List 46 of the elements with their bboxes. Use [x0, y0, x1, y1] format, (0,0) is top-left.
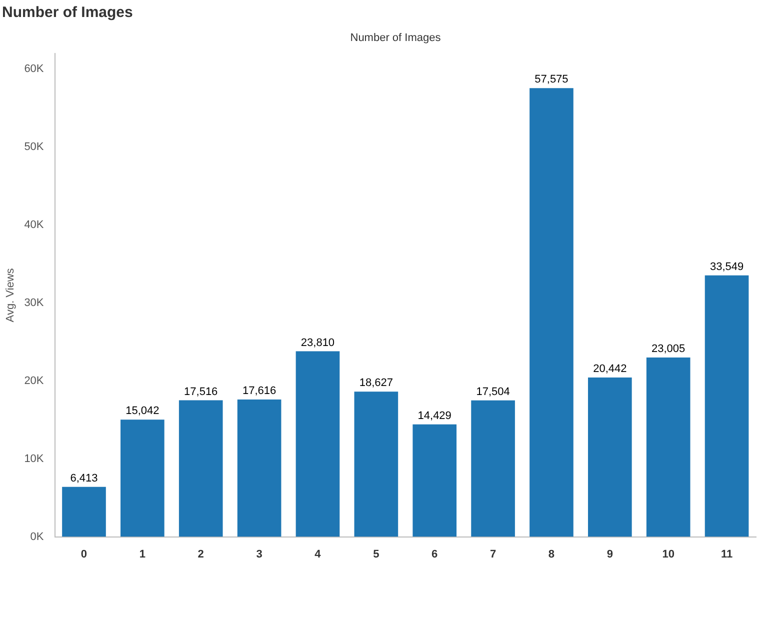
x-tick-label: 2 — [198, 548, 204, 560]
data-label: 18,627 — [359, 377, 393, 390]
y-tick-label: 50K — [24, 141, 44, 154]
bar — [296, 351, 340, 537]
x-tick-label: 8 — [548, 548, 555, 560]
y-tick-label: 0K — [30, 530, 44, 543]
data-label: 17,516 — [184, 386, 218, 398]
data-label: 57,575 — [534, 74, 568, 86]
y-tick-label: 40K — [24, 219, 44, 232]
data-label: 17,504 — [476, 386, 510, 398]
data-label: 6,413 — [70, 472, 98, 484]
x-tick-label: 3 — [256, 548, 262, 560]
y-tick-label: 20K — [24, 374, 44, 387]
y-tick-label: 30K — [24, 297, 44, 310]
y-axis-title: Avg. Views — [4, 268, 17, 322]
bar — [646, 358, 690, 537]
bar — [588, 377, 632, 537]
x-tick-label: 6 — [432, 548, 438, 560]
data-label: 23,810 — [300, 336, 335, 349]
x-tick-label: 1 — [139, 548, 146, 560]
data-label: 14,429 — [418, 410, 452, 422]
x-tick-label: 0 — [80, 548, 88, 560]
bar — [237, 400, 282, 537]
x-tick-label: 11 — [720, 548, 733, 560]
y-tick-label: 10K — [24, 452, 44, 465]
y-tick-label: 60K — [24, 63, 44, 76]
bar — [62, 486, 106, 537]
x-tick-label: 7 — [490, 548, 496, 560]
chart-title: Number of Images — [1, 3, 134, 23]
x-tick-label: 5 — [373, 548, 380, 560]
x-tick-label: 4 — [314, 548, 322, 560]
data-label: 17,616 — [242, 385, 276, 398]
bar — [354, 392, 398, 537]
x-tick-label: 10 — [662, 548, 674, 560]
data-label: 33,549 — [710, 260, 744, 273]
x-tick-label: 9 — [606, 548, 613, 560]
data-label: 15,042 — [126, 405, 160, 418]
data-label: 23,005 — [652, 343, 686, 356]
bar — [412, 424, 457, 537]
bar — [471, 400, 515, 537]
data-label: 20,442 — [593, 363, 627, 376]
chart-subtitle: Number of Images — [349, 32, 442, 44]
bar — [178, 400, 223, 537]
bar — [120, 420, 164, 537]
bar — [704, 275, 749, 537]
bar — [530, 88, 574, 537]
